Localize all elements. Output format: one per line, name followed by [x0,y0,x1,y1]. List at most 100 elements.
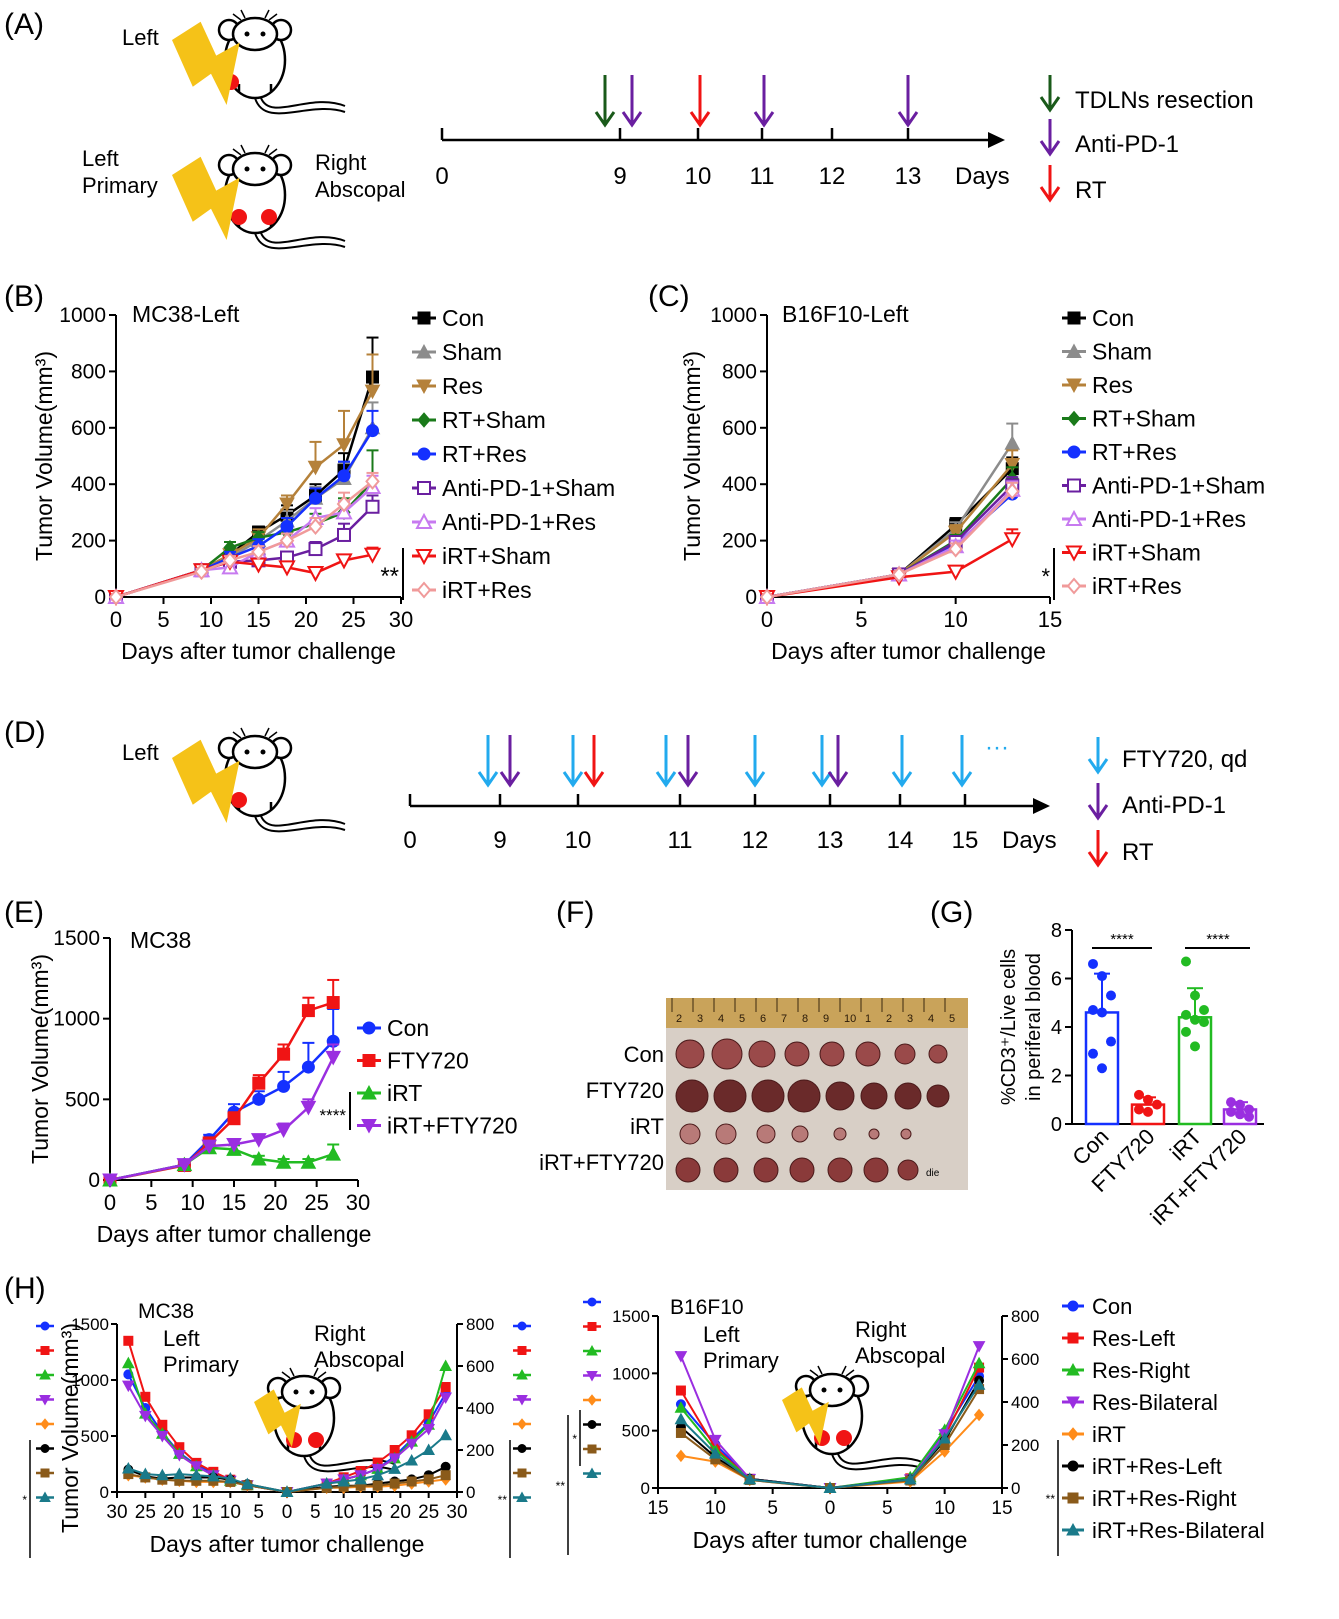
y-tick-label-right: 0 [1011,1479,1020,1498]
tumor-specimen [715,1123,737,1145]
y-tick-label: 400 [722,473,757,496]
series-line [766,538,1013,599]
significance-label: **** [1110,931,1134,948]
y-tick-label: 1000 [53,1008,100,1031]
data-point [416,581,432,599]
legend-d-arrow-icon-head [1087,804,1109,821]
x-tick-label: 0 [761,607,773,632]
data-point [1065,545,1083,562]
data-point [252,1076,266,1090]
data-point [277,1079,291,1093]
chart-title: MC38 [138,1300,194,1323]
x-tick-label: 5 [157,607,169,632]
legend-a-arrow-icon [1039,165,1061,203]
mouse-a1-eye-left [244,31,250,37]
data-point [363,547,382,564]
legend-label: Res [442,373,483,399]
legend-label: RT+Res [442,441,527,467]
data-point [364,384,381,400]
data-point [1088,958,1098,969]
ruler-number: 10 [844,1013,856,1025]
data-point [337,527,351,542]
data-point [40,1321,50,1331]
tumor-specimen [711,1038,743,1070]
y-tick-label: 0 [94,586,106,609]
data-point [39,1395,51,1406]
data-point [417,481,431,495]
data-point [517,1346,527,1355]
data-point [121,1380,135,1393]
tumor-specimen [748,1040,776,1068]
data-point [309,491,322,505]
timeline-d-tick-label: 14 [887,827,914,854]
x-tick-label: 15 [361,1502,382,1523]
legend-label: FTY720 [387,1048,469,1074]
mouse-d-eye-left [244,749,250,755]
legend-a-arrow-icon [1039,119,1061,157]
data-point [222,551,238,569]
data-point [176,1158,193,1173]
data-point [388,1462,402,1474]
fty720-arrow-icon-head [744,771,766,788]
legend-label: Anti-PD-1+Res [442,509,596,535]
y-tick-label: 1500 [53,927,100,950]
y-tick-label-right: 800 [466,1315,494,1334]
data-point [280,520,294,533]
timeline-a-tick-label: 9 [613,163,626,190]
y-tick-label: 200 [722,530,757,553]
y-tick-label: 1000 [59,304,106,327]
y-axis-label: Tumor Volume(mm³) [57,1323,83,1533]
data-point [1235,1099,1245,1110]
mouse-d-head [231,734,279,770]
tumor-specimen [819,1041,845,1067]
data-point [743,1472,757,1485]
timeline-d-unit: Days [1002,827,1057,854]
legend-label: Anti-PD-1+Sham [442,475,615,501]
legend-label: Sham [1092,339,1152,365]
data-point [252,1092,266,1106]
data-point [675,1385,686,1396]
timeline-a-unit: Days [955,163,1010,190]
series-line [766,484,1014,599]
y-axis-label: Tumor Volume(mm³) [27,954,53,1164]
anti-pd1-arrow-icon-head [499,771,521,788]
x-tick-label: 0 [110,607,122,632]
data-point [1067,1460,1079,1472]
data-point [674,1412,688,1425]
x-tick-label: 30 [389,607,413,632]
series-iRT+Res-Bilateral [674,1378,986,1493]
series-iRT+Res [108,471,380,606]
x-tick-label: 30 [446,1502,467,1523]
legend-label: Res-Right [1092,1358,1190,1383]
timeline-d-tick-label: 9 [493,827,506,854]
timeline-d-tick-label: 12 [742,827,769,854]
y-tick-label: 4 [1051,1017,1062,1039]
significance-label: ** [1046,1492,1056,1506]
data-point [223,1472,237,1484]
data-point [406,1476,417,1487]
data-point [972,1378,986,1390]
data-point [417,412,431,428]
series-line [766,490,1014,599]
y-tick-label: 0 [88,1169,100,1192]
fty720-arrow-icon-head [655,771,677,788]
y-tick-label-right: 600 [466,1357,494,1376]
y-tick-label: 800 [722,360,757,383]
data-point [586,1344,598,1356]
legend-label: iRT+Sham [442,543,551,569]
legend-d-arrow-icon [1087,783,1109,821]
anti-pd1-arrow-icon [827,735,849,788]
fty720-arrow-icon-head [891,771,913,788]
data-point [972,1356,986,1369]
data-point [440,1461,451,1472]
timeline-a-tick-label: 13 [895,163,922,190]
y-tick-label: 800 [71,360,106,383]
data-point [336,495,352,513]
y-axis-label: Tumor Volume(mm³) [31,351,57,561]
data-point [1067,1492,1079,1504]
lightning-bolt-icon [172,21,240,105]
data-point [279,497,295,512]
mouse-a2-eye-right [260,166,266,172]
legend-label: iRT+Res [1092,573,1182,599]
